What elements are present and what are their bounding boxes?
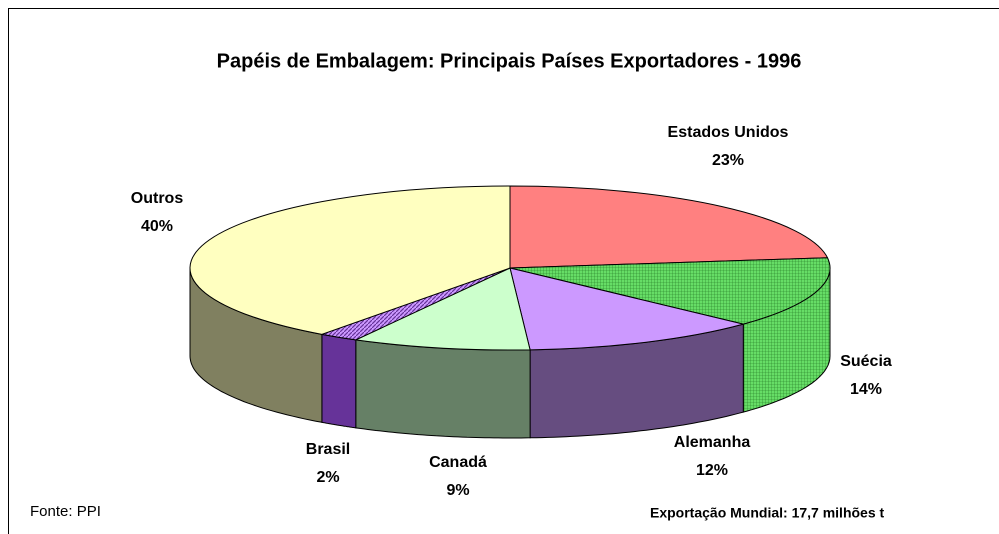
slice-label: Canadá [429, 454, 487, 471]
slice-label: Suécia [840, 353, 892, 370]
slice [509, 185, 829, 269]
slice-side [321, 333, 357, 429]
note: Exportação Mundial: 17,7 milhões t [650, 505, 885, 521]
slice [354, 267, 531, 351]
slice-label: Alemanha [674, 434, 751, 451]
slice [509, 257, 831, 325]
slice [509, 267, 744, 351]
slice-label: Estados Unidos [668, 124, 789, 141]
slice-value-label: 40% [141, 218, 173, 235]
slice-value-label: 2% [316, 469, 339, 486]
slice-value-label: 23% [712, 152, 744, 169]
pie [189, 185, 831, 439]
slice [189, 185, 511, 335]
slice-value-label: 9% [446, 482, 469, 499]
chart-title: Papéis de Embalagem: Principais Países E… [217, 50, 802, 72]
slice-side [355, 339, 531, 439]
slice-value-label: 14% [850, 381, 882, 398]
slice-value-label: 12% [696, 462, 728, 479]
slice-label: Outros [131, 190, 184, 207]
slice-label: Brasil [306, 441, 350, 458]
source: Fonte: PPI [30, 503, 101, 520]
